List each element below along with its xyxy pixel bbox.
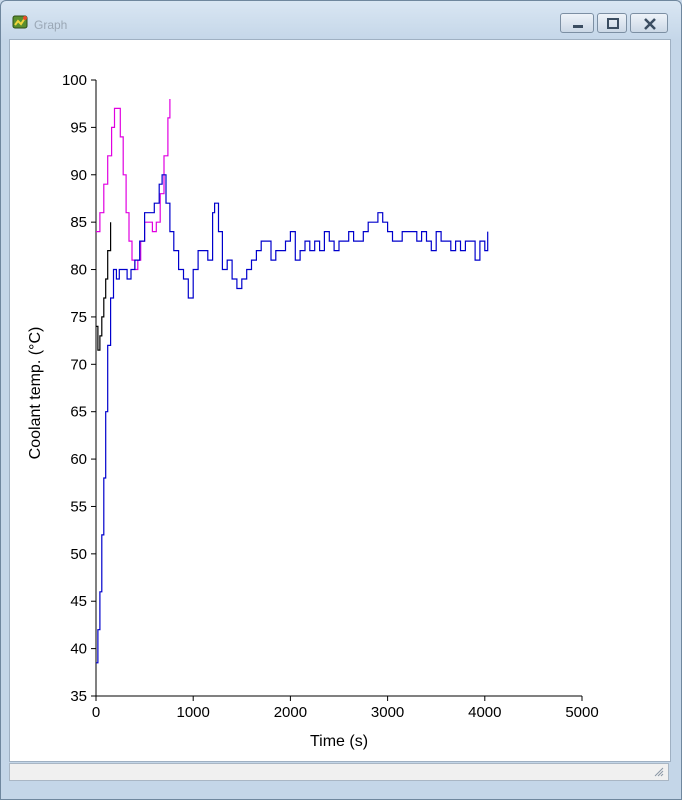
graph-canvas-area — [9, 39, 671, 762]
graph-app-icon — [12, 15, 28, 29]
x-tick-label: 2000 — [274, 704, 307, 721]
series-line-1 — [96, 222, 112, 351]
x-tick-label: 0 — [92, 704, 100, 721]
close-button[interactable] — [630, 13, 668, 33]
y-tick-label: 75 — [70, 309, 87, 326]
y-tick-label: 35 — [70, 688, 87, 705]
y-tick-label: 70 — [70, 356, 87, 373]
x-tick-label: 4000 — [468, 704, 501, 721]
y-tick-label: 80 — [70, 262, 87, 279]
x-tick-label: 1000 — [177, 704, 210, 721]
y-tick-label: 85 — [70, 214, 87, 231]
y-axis-title: Coolant temp. (°C) — [27, 327, 44, 460]
maximize-button[interactable] — [597, 13, 627, 33]
resize-grip-icon[interactable] — [654, 767, 664, 777]
y-tick-label: 45 — [70, 593, 87, 610]
x-tick-label: 5000 — [565, 704, 598, 721]
y-tick-label: 65 — [70, 404, 87, 421]
y-tick-label: 40 — [70, 641, 87, 658]
y-tick-label: 55 — [70, 498, 87, 515]
close-icon — [644, 18, 656, 30]
y-tick-label: 100 — [62, 72, 87, 89]
minimize-icon — [573, 25, 583, 28]
series-line-2 — [96, 99, 171, 271]
window-title: Graph — [34, 18, 68, 32]
y-tick-label: 90 — [70, 167, 87, 184]
x-tick-label: 3000 — [371, 704, 404, 721]
y-tick-label: 50 — [70, 546, 87, 563]
restore-icon — [607, 18, 619, 29]
y-tick-label: 60 — [70, 451, 87, 468]
title-bar[interactable]: Graph — [1, 1, 681, 41]
x-axis-title: Time (s) — [310, 733, 368, 750]
y-tick-label: 95 — [70, 119, 87, 136]
status-bar — [9, 763, 669, 781]
series-line-3 — [96, 174, 489, 664]
minimize-button[interactable] — [560, 13, 594, 33]
